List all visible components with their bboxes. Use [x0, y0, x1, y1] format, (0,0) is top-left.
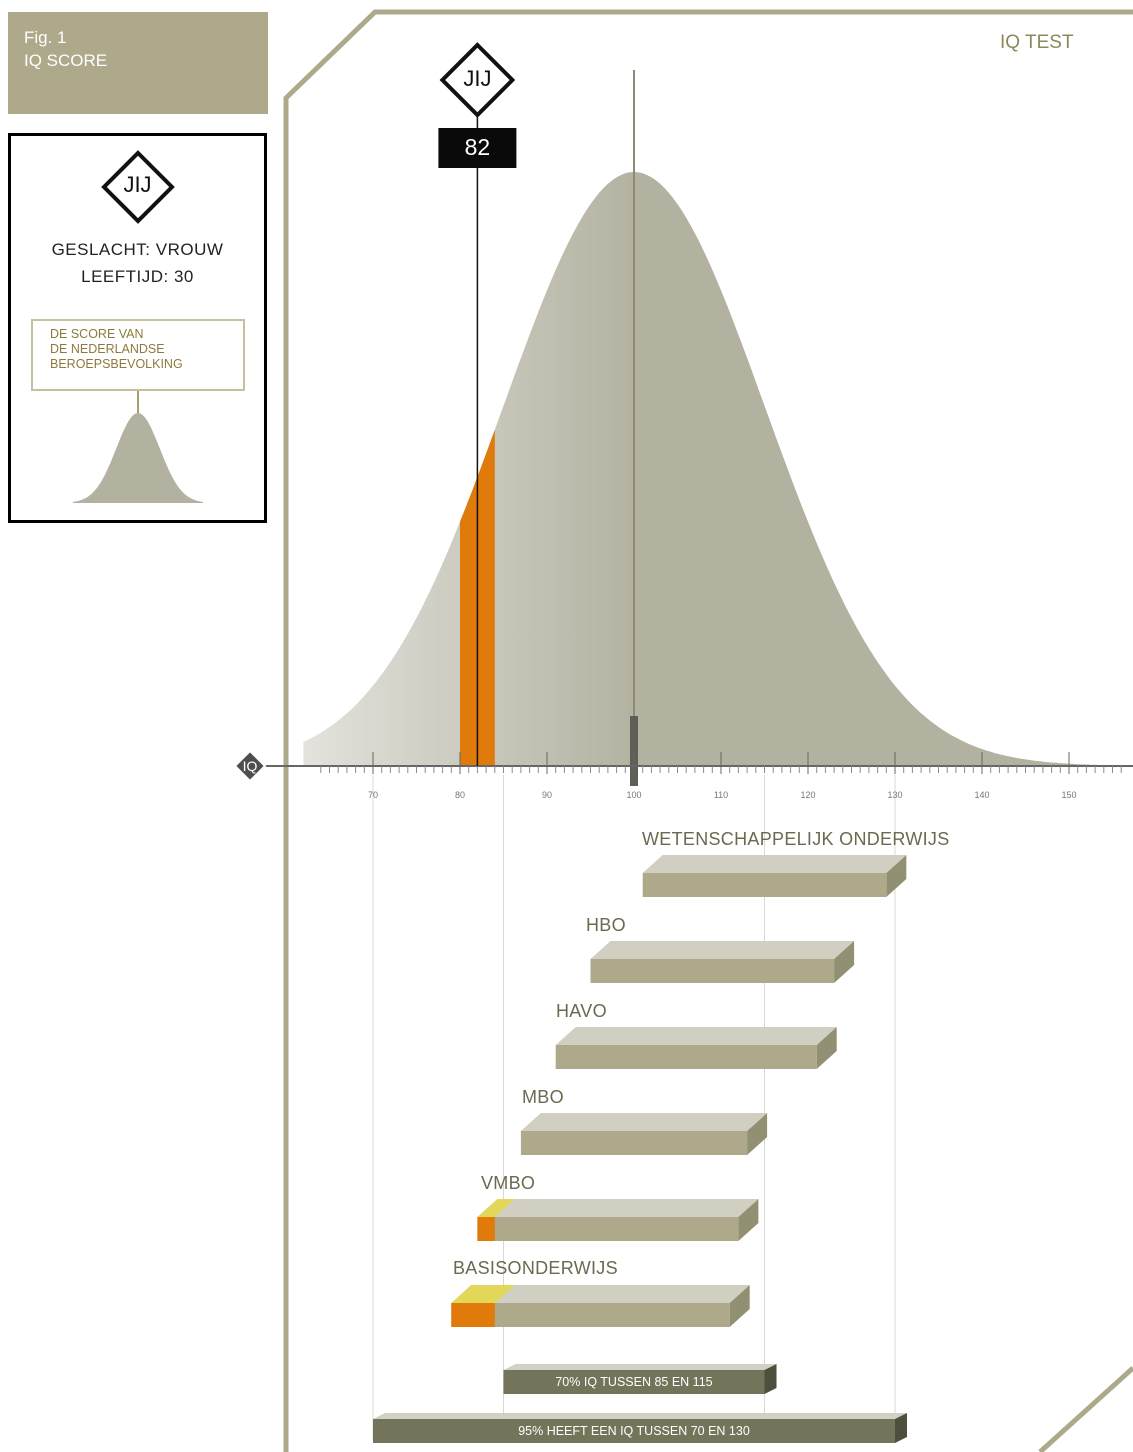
legend-note-line: DE SCORE VAN [50, 327, 144, 341]
legend-note-line: DE NEDERLANDSE [50, 342, 165, 356]
bar-wetenschappelijk-onderwijs-top [642, 855, 907, 873]
spread-bar-95-top [373, 1413, 907, 1419]
figure-tag: Fig. 1 IQ SCORE [8, 12, 268, 114]
axis-label: IQ [242, 758, 258, 774]
bar-havo-top [555, 1027, 837, 1045]
bar-label-mbo: MBO [522, 1087, 564, 1107]
spread-bar-70-front [503, 1370, 765, 1394]
legend-note-line: BEROEPSBEVOLKING [50, 357, 183, 371]
tick-label: 70 [367, 790, 378, 800]
distribution-curve [303, 172, 1130, 766]
mean-marker [630, 716, 638, 786]
figure-number: Fig. 1 [24, 28, 67, 47]
bar-vmbo-you-segment-top [477, 1199, 515, 1217]
test-label: IQ TEST [1000, 32, 1074, 53]
tick-label: 120 [800, 790, 816, 800]
education-bars [373, 855, 907, 1443]
bar-mbo-side [747, 1113, 768, 1155]
bar-vmbo-top [477, 1199, 759, 1217]
bar-havo-front [555, 1045, 817, 1069]
legend-card: JIJ GESLACHT: VROUW LEEFTIJD: 30 DE SCOR… [8, 133, 267, 523]
bar-vmbo-you-segment [477, 1217, 495, 1241]
age-text: LEEFTIJD: 30 [81, 267, 194, 286]
spread-label-70: 70% IQ TUSSEN 85 EN 115 [555, 1375, 713, 1389]
bar-wetenschappelijk-onderwijs-side [886, 855, 907, 897]
tick-label: 80 [454, 790, 465, 800]
score-diamond-icon [439, 42, 516, 118]
legend-graphics [72, 150, 204, 503]
tick-label: 130 [887, 790, 903, 800]
spread-bar-95-side [895, 1413, 907, 1443]
bar-havo-side [816, 1027, 837, 1069]
bar-basisonderwijs-front [451, 1303, 730, 1327]
score-value-box [438, 128, 517, 168]
frame-border [283, 9, 1133, 1452]
tick-label: 100 [626, 790, 642, 800]
spread-bar-70-side [764, 1364, 777, 1394]
bar-basisonderwijs-you-segment-top [451, 1285, 515, 1303]
bar-label-wetenschappelijk-onderwijs: WETENSCHAPPELIJK ONDERWIJS [642, 829, 950, 849]
iq-axis-badge [233, 749, 267, 783]
tick-label: 90 [541, 790, 552, 800]
score-value: 82 [464, 134, 491, 160]
bar-hbo-front [590, 959, 835, 983]
axis-ticks [320, 752, 1122, 774]
bar-label-havo: HAVO [556, 1001, 607, 1021]
bar-hbo-side [834, 941, 855, 983]
bar-label-hbo: HBO [586, 915, 626, 935]
bar-label-vmbo: VMBO [481, 1173, 536, 1193]
tick-label: 150 [1061, 790, 1077, 800]
bar-basisonderwijs-side [729, 1285, 750, 1327]
you-diamond-icon [101, 150, 175, 224]
figure-title: IQ SCORE [24, 51, 108, 70]
frame-corner [1038, 1366, 1133, 1452]
spread-bar-95-front [373, 1419, 895, 1443]
bar-mbo-front [520, 1131, 748, 1155]
bar-label-basisonderwijs: BASISONDERWIJS [453, 1258, 618, 1278]
bar-mbo-top [520, 1113, 768, 1131]
bar-vmbo-side [738, 1199, 759, 1241]
you-label: JIJ [123, 172, 152, 197]
spread-label-95: 95% HEEFT EEN IQ TUSSEN 70 EN 130 [518, 1424, 750, 1438]
bar-vmbo-front [477, 1217, 739, 1241]
bar-wetenschappelijk-onderwijs-front [642, 873, 887, 897]
bar-basisonderwijs-top [451, 1285, 750, 1303]
bar-basisonderwijs-you-segment [451, 1303, 495, 1327]
spread-bar-70-top [503, 1364, 777, 1370]
legend-mini-curve [72, 413, 204, 503]
gender-text: GESLACHT: VROUW [51, 240, 224, 259]
score-you-label: JIJ [463, 66, 492, 91]
legend-note: DE SCORE VAN DE NEDERLANDSE BEROEPSBEVOL… [31, 319, 245, 391]
tick-label: 140 [974, 790, 990, 800]
iq-badge-icon [233, 749, 267, 783]
bar-hbo-top [590, 941, 855, 959]
tick-label: 110 [713, 790, 729, 800]
